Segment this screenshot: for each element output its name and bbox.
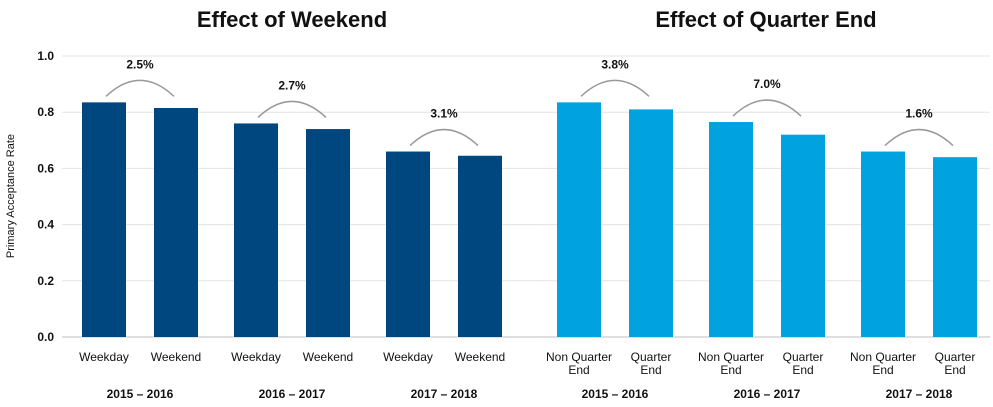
change-arc (409, 128, 479, 147)
bar-category-label: End (944, 363, 965, 377)
bar-category-label: End (568, 363, 589, 377)
change-arc (732, 99, 802, 117)
bar-category-label: Quarter (783, 350, 824, 364)
bar-category-label: Weekday (383, 350, 433, 364)
grid-lines (62, 55, 990, 338)
bar-category-label: Weekend (151, 350, 201, 364)
y-axis-label: Primary Acceptance Rate (5, 134, 17, 258)
bar (82, 102, 126, 338)
bar-category-label: Non Quarter (850, 350, 916, 364)
y-tick-label: 0.6 (37, 161, 54, 175)
bar-category-label: Non Quarter (546, 350, 612, 364)
bar-category-label: Weekday (79, 350, 129, 364)
group-label: 2015 – 2016 (582, 387, 649, 401)
bar (154, 107, 198, 337)
y-tick-label: 1.0 (37, 49, 54, 63)
group-label: 2017 – 2018 (886, 387, 953, 401)
bar-category-label: End (640, 363, 661, 377)
bar (306, 129, 350, 337)
bar (386, 151, 430, 337)
bar (234, 123, 278, 337)
group-label: 2017 – 2018 (411, 387, 478, 401)
bar-category-label: Weekend (303, 350, 353, 364)
change-arc (580, 79, 650, 97)
bar-category-label: End (872, 363, 893, 377)
bar-category-label: Quarter (935, 350, 976, 364)
bar (557, 102, 601, 338)
change-label: 3.1% (430, 107, 458, 121)
bar (709, 122, 753, 337)
category-labels: Weekday Weekend 2015 – 2016 Weekday Weekend 2… (79, 350, 975, 401)
panel-title-quarter-end: Effect of Quarter End (655, 7, 876, 32)
change-label: 7.0% (753, 77, 781, 91)
bar-category-label: End (792, 363, 813, 377)
change-arc (105, 79, 175, 97)
bar-category-label: Weekend (455, 350, 505, 364)
y-tick-label: 0.0 (37, 330, 54, 344)
change-annotations: 2.5% 2.7% 3.1% 3.8% 7.0% 1.6% (105, 57, 954, 147)
bar-category-label: Quarter (631, 350, 672, 364)
panel-title-weekend: Effect of Weekend (197, 7, 387, 32)
change-arc (257, 100, 327, 118)
bar-category-label: Non Quarter (698, 350, 764, 364)
bar (458, 155, 502, 337)
group-label: 2016 – 2017 (259, 387, 326, 401)
bar (629, 109, 673, 337)
bar (861, 151, 905, 337)
bar-category-label: Weekday (231, 350, 281, 364)
group-label: 2016 – 2017 (734, 387, 801, 401)
change-arc (884, 128, 954, 147)
y-tick-label: 0.2 (37, 274, 54, 288)
bars (82, 102, 977, 338)
change-label: 2.7% (278, 78, 306, 92)
bar-category-label: End (720, 363, 741, 377)
y-tick-label: 0.8 (37, 105, 54, 119)
bar (781, 134, 825, 337)
group-label: 2015 – 2016 (107, 387, 174, 401)
change-label: 1.6% (905, 107, 933, 121)
y-tick-label: 0.4 (37, 218, 54, 232)
change-label: 2.5% (126, 57, 154, 71)
change-label: 3.8% (601, 57, 629, 71)
bar (933, 157, 977, 337)
y-axis-ticks: 0.0 0.2 0.4 0.6 0.8 1.0 (37, 49, 54, 344)
